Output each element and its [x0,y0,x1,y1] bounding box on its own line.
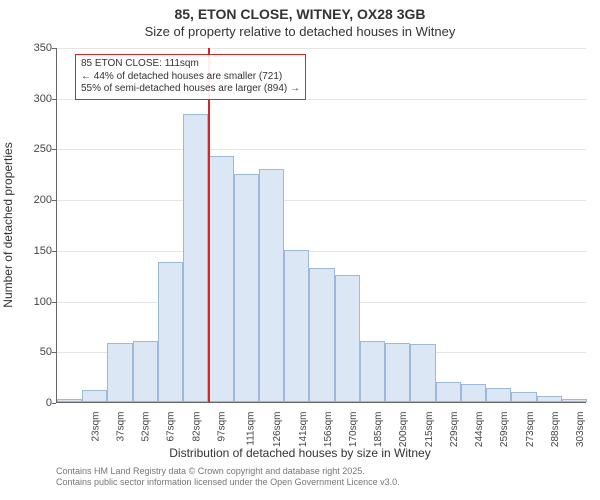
bar [360,341,385,402]
x-tick-label: 82sqm [191,412,202,442]
x-tick-label: 156sqm [323,412,334,448]
y-tick-label: 250 [12,143,52,155]
bar [234,174,259,402]
grid-line [57,48,586,49]
x-tick-label: 200sqm [399,412,410,448]
bar [183,114,208,402]
x-tick-label: 37sqm [115,412,126,442]
annotation-line: 55% of semi-detached houses are larger (… [81,83,300,96]
grid-line [57,251,586,252]
y-tick-label: 350 [12,42,52,54]
x-tick-label: 97sqm [216,412,227,442]
bar [410,344,435,402]
x-tick-label: 215sqm [424,412,435,448]
grid-line [57,200,586,201]
bar [82,390,107,402]
y-tick-label: 50 [12,346,52,358]
bar [284,250,309,402]
annotation-line: ← 44% of detached houses are smaller (72… [81,71,300,84]
x-tick-label: 141sqm [298,412,309,448]
bar [461,384,486,402]
x-tick-label: 126sqm [272,412,283,448]
y-tick-label: 200 [12,194,52,206]
footer-attribution: Contains HM Land Registry data © Crown c… [56,466,400,488]
y-tick-label: 0 [12,397,52,409]
chart-title-line1: 85, ETON CLOSE, WITNEY, OX28 3GB [0,6,600,22]
bar [537,396,562,402]
chart-container: 85, ETON CLOSE, WITNEY, OX28 3GB Size of… [0,0,600,500]
bar [208,156,233,402]
x-tick-label: 185sqm [373,412,384,448]
y-axis-label: Number of detached properties [1,142,15,307]
footer-line: Contains HM Land Registry data © Crown c… [56,466,400,477]
bar [385,343,410,402]
x-axis-label: Distribution of detached houses by size … [0,446,600,460]
x-tick-label: 244sqm [474,412,485,448]
x-tick-label: 111sqm [246,412,257,446]
chart-title-line2: Size of property relative to detached ho… [0,24,600,39]
annotation-box: 85 ETON CLOSE: 111sqm ← 44% of detached … [75,54,306,100]
bar [309,268,334,402]
y-tick-label: 100 [12,296,52,308]
x-tick-label: 273sqm [525,412,536,448]
bar [436,382,461,402]
bar [562,399,587,402]
reference-line [208,48,210,402]
bar [133,341,158,402]
bar [158,262,183,402]
x-tick-label: 229sqm [449,412,460,448]
bar [511,392,536,402]
y-tick-mark [52,403,56,404]
grid-line [57,149,586,150]
x-tick-label: 170sqm [348,412,359,448]
x-tick-label: 303sqm [575,412,586,448]
x-tick-label: 288sqm [550,412,561,448]
x-tick-label: 52sqm [141,412,152,442]
x-tick-label: 23sqm [90,412,101,442]
annotation-line: 85 ETON CLOSE: 111sqm [81,58,300,71]
footer-line: Contains public sector information licen… [56,477,400,488]
plot-area: 85 ETON CLOSE: 111sqm ← 44% of detached … [56,48,586,403]
bar [107,343,132,402]
bar [57,399,82,402]
y-tick-label: 150 [12,245,52,257]
x-tick-label: 67sqm [166,412,177,442]
x-tick-label: 259sqm [500,412,511,448]
bar [259,169,284,402]
bar [486,388,511,402]
bar [335,275,360,402]
y-tick-label: 300 [12,93,52,105]
